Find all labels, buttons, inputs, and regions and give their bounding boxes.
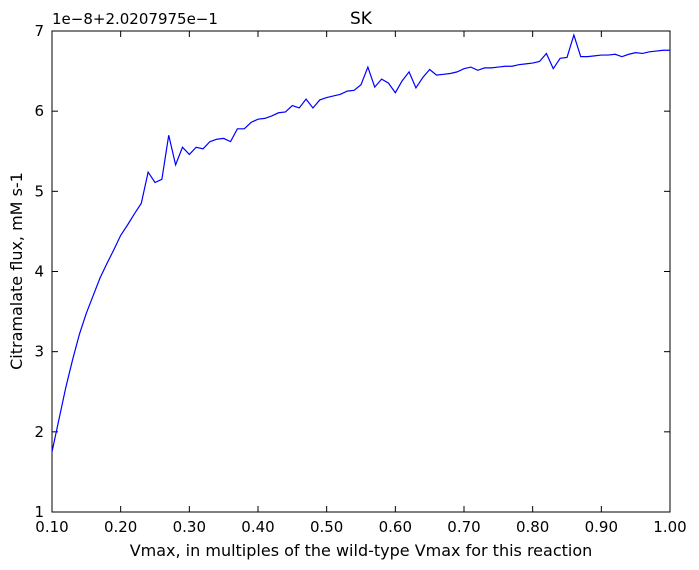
x-tick-label: 0.60 bbox=[379, 518, 412, 536]
x-tick-label: 0.70 bbox=[447, 518, 480, 536]
y-tick-label: 6 bbox=[34, 102, 44, 120]
x-tick-label: 0.50 bbox=[310, 518, 343, 536]
x-tick-label: 1.00 bbox=[653, 518, 686, 536]
x-tick-label: 0.40 bbox=[241, 518, 274, 536]
chart-title: SK bbox=[350, 9, 373, 29]
y-tick-label: 2 bbox=[34, 423, 44, 441]
y-tick-label: 7 bbox=[34, 22, 44, 40]
x-tick-label: 0.30 bbox=[173, 518, 206, 536]
x-tick-label: 0.10 bbox=[35, 518, 68, 536]
y-tick-label: 5 bbox=[34, 182, 44, 200]
x-tick-label: 0.90 bbox=[585, 518, 618, 536]
y-tick-label: 3 bbox=[34, 343, 44, 361]
plot-frame bbox=[51, 30, 671, 513]
y-tick-label: 1 bbox=[34, 503, 44, 521]
y-tick-label: 4 bbox=[34, 263, 44, 281]
data-line bbox=[51, 32, 670, 453]
x-tick-label: 0.80 bbox=[516, 518, 549, 536]
x-tick-label: 0.20 bbox=[104, 518, 137, 536]
y-offset-label: 1e−8+2.0207975e−1 bbox=[52, 10, 218, 28]
x-axis-label: Vmax, in multiples of the wild-type Vmax… bbox=[130, 541, 593, 560]
y-axis-label: Citramalate flux, mM s-1 bbox=[7, 172, 26, 370]
